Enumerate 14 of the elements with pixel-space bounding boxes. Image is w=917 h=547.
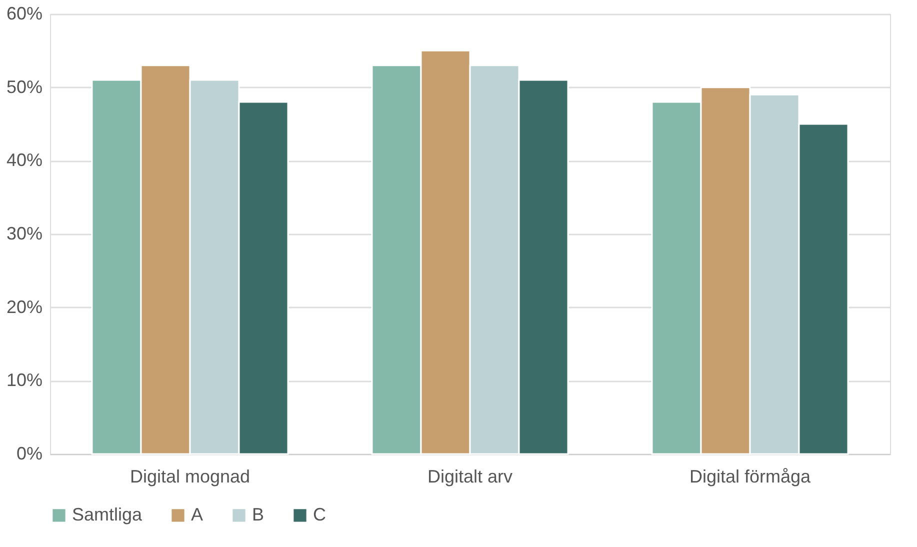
y-tick-label: 60% bbox=[6, 4, 42, 24]
legend-label: C bbox=[313, 504, 326, 524]
legend-label: B bbox=[252, 504, 264, 524]
y-tick-label: 30% bbox=[6, 224, 42, 244]
x-tick-label: Digital förmåga bbox=[689, 466, 812, 486]
y-tick-label: 10% bbox=[6, 370, 42, 390]
y-tick-label: 20% bbox=[6, 296, 42, 317]
legend-label: A bbox=[191, 504, 204, 524]
y-tick-label: 50% bbox=[6, 76, 42, 97]
x-tick-label: Digitalt arv bbox=[427, 466, 513, 486]
x-tick-label: Digital mognad bbox=[130, 466, 250, 486]
y-tick-label: 0% bbox=[16, 444, 42, 464]
y-tick-label: 40% bbox=[6, 150, 42, 170]
legend-label: Samtliga bbox=[72, 504, 144, 524]
